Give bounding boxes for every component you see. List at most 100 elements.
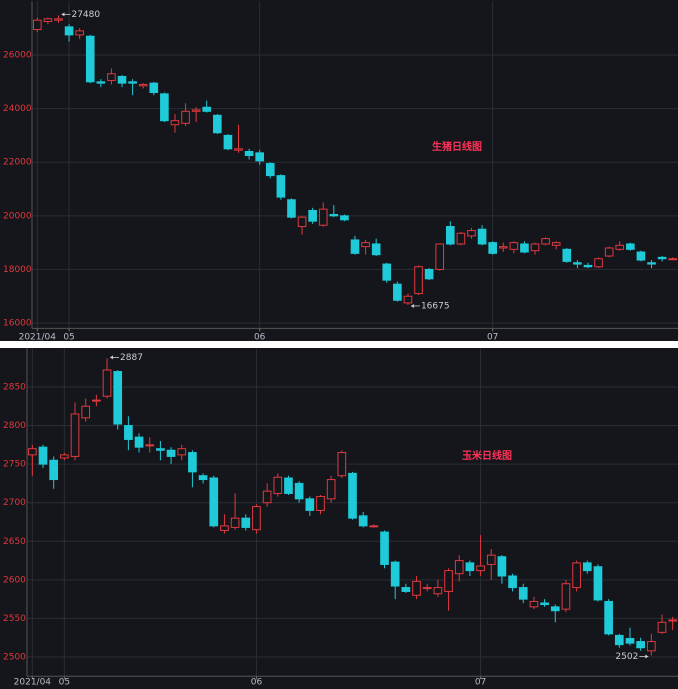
candle-body <box>54 18 63 21</box>
candle-body <box>456 232 466 245</box>
candle-body <box>198 475 208 481</box>
pig-chart: 16000 18000 20000 22000 24000 26000 2021/04 05 0… <box>0 0 678 341</box>
candle-body <box>43 18 53 23</box>
candle-body <box>454 560 464 575</box>
candle-body <box>102 369 112 397</box>
candle-body <box>220 525 229 531</box>
x-tick-label: 07 <box>487 333 498 342</box>
candle-body <box>382 263 392 281</box>
candle-body <box>371 243 381 256</box>
candle-body <box>326 479 336 500</box>
candle-body <box>647 262 656 265</box>
candle-body <box>626 243 635 250</box>
candle-body <box>70 413 80 457</box>
candle-body <box>465 562 475 572</box>
candle-body <box>160 93 169 122</box>
candle-body <box>604 600 613 635</box>
candle-body <box>156 448 165 451</box>
candle-body <box>32 19 42 31</box>
candle-body <box>234 148 243 151</box>
candle-body <box>117 75 127 84</box>
candle-body <box>276 175 286 198</box>
y-tick-label: 20000 <box>3 211 32 221</box>
candle-body <box>625 637 635 644</box>
candle-body <box>340 215 349 221</box>
candle-body <box>316 496 325 511</box>
candle-body <box>668 258 678 261</box>
candle-body <box>369 525 379 528</box>
y-tick-label: 2700 <box>3 498 26 508</box>
candle-body <box>467 230 476 237</box>
y-tick-label: 26000 <box>3 51 32 61</box>
candle-body <box>149 82 159 94</box>
candle-body <box>476 565 485 572</box>
candle-body <box>128 81 137 84</box>
candle-body <box>551 242 561 246</box>
candle-body <box>583 264 593 268</box>
candle-body <box>422 587 432 590</box>
candle-body <box>308 209 317 222</box>
candle-body <box>445 226 455 245</box>
x-tick-label: 06 <box>251 678 263 688</box>
candle-body <box>305 498 315 511</box>
y-tick-label: 2650 <box>3 537 26 547</box>
candle-body <box>657 621 667 633</box>
x-tick-label: 2021/04 <box>14 678 52 688</box>
candle-body <box>181 110 190 124</box>
candle-body <box>252 506 261 531</box>
candle-body <box>265 163 275 177</box>
candle-body <box>107 73 116 81</box>
candle-body <box>380 531 389 565</box>
candle-body <box>361 242 370 248</box>
candle-body <box>27 448 37 456</box>
candle-body <box>75 30 84 36</box>
candle-body <box>562 248 572 262</box>
candle-body <box>604 247 614 257</box>
candle-body <box>435 243 445 270</box>
y-tick-label: 2750 <box>3 460 26 470</box>
candle-body <box>134 436 144 448</box>
candle-body <box>614 634 624 646</box>
y-tick-label: 2800 <box>3 421 26 431</box>
candle-body <box>520 243 529 253</box>
candle-body <box>498 246 508 249</box>
y-tick-label: 24000 <box>3 104 32 114</box>
candle-body <box>636 251 646 261</box>
candle-body <box>213 114 222 134</box>
y-tick-label: 22000 <box>3 158 32 168</box>
candle-body <box>594 258 603 268</box>
candle-body <box>561 583 571 610</box>
candle-body <box>573 262 582 265</box>
candle-body <box>424 268 434 280</box>
candle-body <box>348 472 357 519</box>
candle-body <box>529 600 539 608</box>
x-tick-label: 2021/04 <box>19 333 57 342</box>
candle-body <box>509 242 519 250</box>
candle-body <box>85 35 95 83</box>
candle-body <box>636 641 645 649</box>
candle-body <box>273 476 283 494</box>
candle-body <box>255 152 265 162</box>
candle-body <box>582 562 592 572</box>
candle-body <box>294 482 304 500</box>
candle-body <box>497 556 507 577</box>
candle-body <box>518 587 528 600</box>
candle-body <box>49 459 59 481</box>
candle-body <box>329 213 339 217</box>
candle-body <box>508 575 517 589</box>
candle-body <box>488 242 497 254</box>
candle-body <box>38 446 48 465</box>
candle-body <box>444 570 453 592</box>
candle-body <box>223 134 233 150</box>
candle-body <box>540 602 549 606</box>
candle-body <box>403 295 413 304</box>
candle-body <box>138 83 148 87</box>
candle-body <box>358 515 368 527</box>
annotation-arrowhead <box>61 12 65 17</box>
candle-body <box>188 452 197 473</box>
candle-body <box>287 199 296 218</box>
candle-body <box>170 120 180 126</box>
candle-body <box>96 81 106 84</box>
y-tick-label: 2600 <box>3 575 26 585</box>
